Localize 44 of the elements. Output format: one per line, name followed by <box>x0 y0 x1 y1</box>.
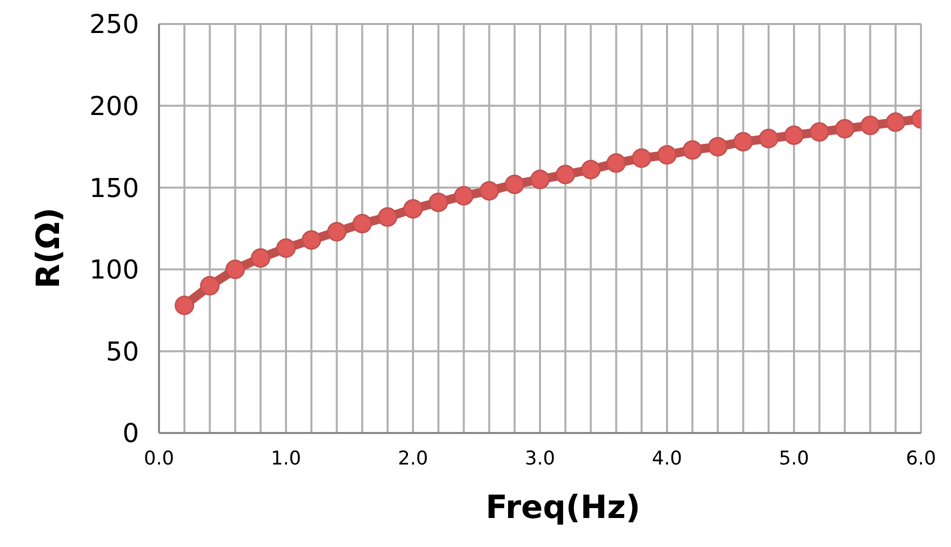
point <box>403 199 423 219</box>
point <box>606 153 626 173</box>
y-tick-label: 150 <box>89 174 139 204</box>
x-axis-title: Freq(Hz) <box>484 488 642 526</box>
point <box>581 160 601 180</box>
point <box>657 145 677 165</box>
x-tick-label: 0.0 <box>144 447 174 470</box>
point <box>174 296 194 316</box>
y-tick-label: 50 <box>106 337 139 368</box>
point <box>632 148 652 168</box>
point <box>733 132 753 152</box>
x-tick-label: 2.0 <box>398 447 428 470</box>
x-tick-label: 1.0 <box>270 447 302 470</box>
point <box>250 248 270 268</box>
point <box>556 164 576 184</box>
point <box>225 260 245 280</box>
point <box>276 238 296 258</box>
point <box>378 207 398 227</box>
x-tick-label: 5.0 <box>778 447 810 470</box>
point <box>530 170 550 190</box>
y-tick-label: 200 <box>89 92 139 122</box>
point <box>352 214 372 234</box>
point <box>886 112 906 132</box>
point <box>835 118 855 138</box>
x-tick-label: 3.0 <box>524 447 556 470</box>
point <box>784 126 804 145</box>
point <box>860 116 880 136</box>
point <box>428 192 448 212</box>
x-tick-label: 4.0 <box>652 447 682 470</box>
point <box>200 276 220 296</box>
y-tick-label: 100 <box>89 256 139 286</box>
y-axis-title: R(Ω) <box>29 206 67 291</box>
point <box>504 174 524 194</box>
point <box>454 186 474 206</box>
point <box>327 222 347 242</box>
x-tick-label: 6.0 <box>906 447 936 470</box>
point <box>708 136 728 156</box>
point <box>810 122 830 142</box>
y-tick-label: 250 <box>89 10 139 40</box>
y-tick-label: 0 <box>122 419 139 450</box>
point <box>682 140 702 160</box>
point <box>302 230 322 250</box>
point <box>479 181 499 201</box>
point <box>758 128 778 148</box>
